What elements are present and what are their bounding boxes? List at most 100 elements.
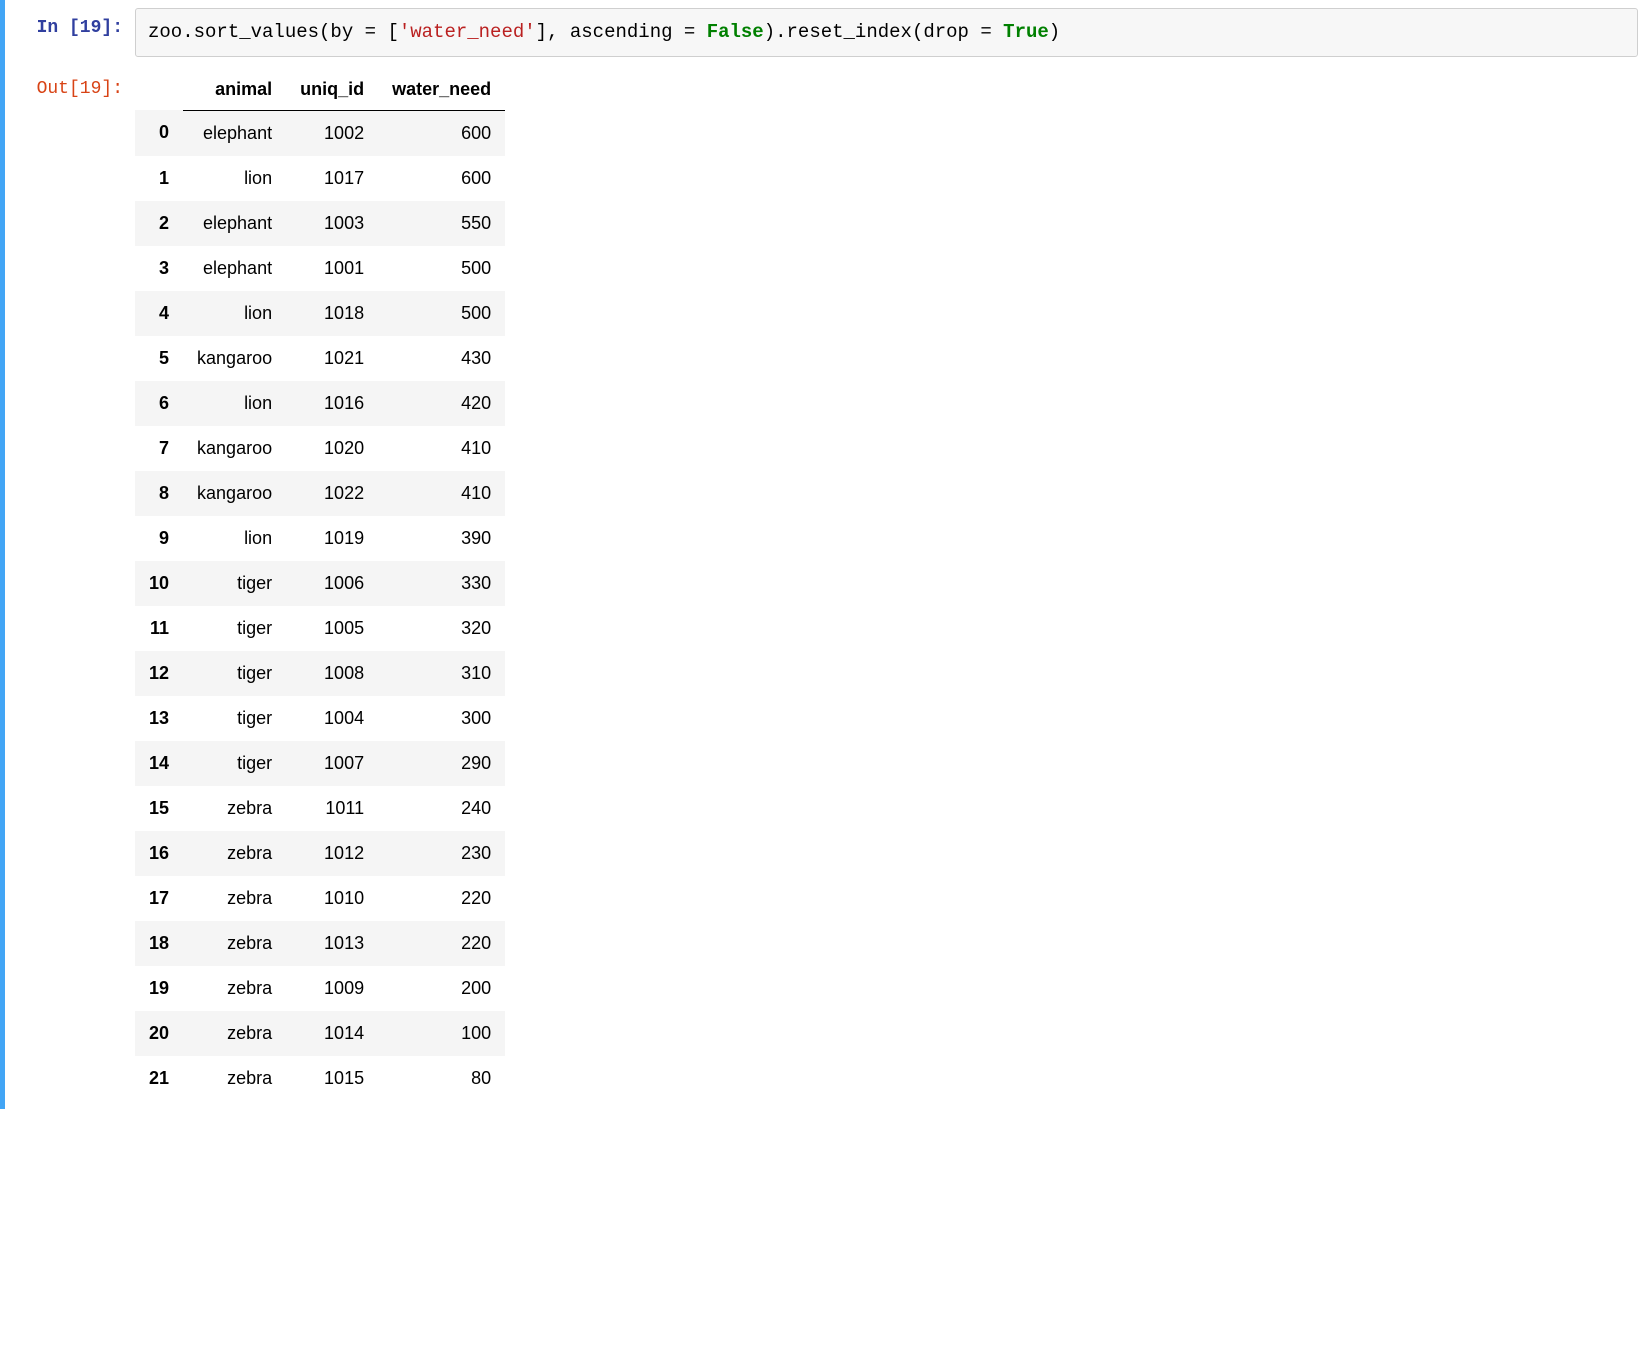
cell-uniq_id: 1008 (286, 651, 378, 696)
row-index: 6 (135, 381, 183, 426)
cell-water_need: 290 (378, 741, 505, 786)
table-row: 14tiger1007290 (135, 741, 505, 786)
cell-uniq_id: 1018 (286, 291, 378, 336)
cell-uniq_id: 1004 (286, 696, 378, 741)
row-index: 11 (135, 606, 183, 651)
row-index: 14 (135, 741, 183, 786)
code-string: 'water_need' (399, 21, 536, 43)
row-index: 8 (135, 471, 183, 516)
dataframe-body: 0elephant10026001lion10176002elephant100… (135, 110, 505, 1101)
cell-water_need: 600 (378, 110, 505, 156)
cell-uniq_id: 1016 (286, 381, 378, 426)
table-row: 18zebra1013220 (135, 921, 505, 966)
table-row: 12tiger1008310 (135, 651, 505, 696)
cell-animal: zebra (183, 1011, 286, 1056)
cell-animal: tiger (183, 606, 286, 651)
cell-animal: lion (183, 516, 286, 561)
row-index: 5 (135, 336, 183, 381)
code-token: ], ascending = (536, 21, 707, 43)
cell-animal: lion (183, 291, 286, 336)
cell-animal: lion (183, 156, 286, 201)
cell-water_need: 410 (378, 471, 505, 516)
cell-animal: zebra (183, 831, 286, 876)
cell-animal: elephant (183, 201, 286, 246)
row-index: 16 (135, 831, 183, 876)
row-index: 0 (135, 110, 183, 156)
row-index: 1 (135, 156, 183, 201)
in-prompt-label: In [19]: (37, 18, 123, 38)
dataframe-index-header (135, 69, 183, 111)
table-row: 20zebra1014100 (135, 1011, 505, 1056)
table-row: 7kangaroo1020410 (135, 426, 505, 471)
row-index: 9 (135, 516, 183, 561)
cell-water_need: 80 (378, 1056, 505, 1101)
cell-animal: kangaroo (183, 426, 286, 471)
row-index: 18 (135, 921, 183, 966)
table-row: 11tiger1005320 (135, 606, 505, 651)
table-row: 6lion1016420 (135, 381, 505, 426)
row-index: 4 (135, 291, 183, 336)
row-index: 15 (135, 786, 183, 831)
cell-water_need: 410 (378, 426, 505, 471)
cell-uniq_id: 1017 (286, 156, 378, 201)
cell-water_need: 310 (378, 651, 505, 696)
out-prompt: Out[19]: (5, 69, 135, 1101)
cell-uniq_id: 1014 (286, 1011, 378, 1056)
dataframe-table: animal uniq_id water_need 0elephant10026… (135, 69, 505, 1101)
cell-animal: zebra (183, 876, 286, 921)
table-row: 10tiger1006330 (135, 561, 505, 606)
cell-animal: elephant (183, 110, 286, 156)
cell-animal: lion (183, 381, 286, 426)
cell-uniq_id: 1010 (286, 876, 378, 921)
code-token: zoo.sort_values(by = [ (148, 21, 399, 43)
code-keyword: False (707, 21, 764, 43)
cell-uniq_id: 1001 (286, 246, 378, 291)
output-row: Out[19]: animal uniq_id water_need 0elep… (5, 69, 1638, 1101)
cell-uniq_id: 1022 (286, 471, 378, 516)
row-index: 3 (135, 246, 183, 291)
row-index: 10 (135, 561, 183, 606)
cell-water_need: 500 (378, 291, 505, 336)
table-row: 19zebra1009200 (135, 966, 505, 1011)
cell-uniq_id: 1012 (286, 831, 378, 876)
cell-animal: tiger (183, 741, 286, 786)
cell-water_need: 430 (378, 336, 505, 381)
cell-animal: tiger (183, 651, 286, 696)
row-index: 17 (135, 876, 183, 921)
row-index: 13 (135, 696, 183, 741)
cell-animal: kangaroo (183, 336, 286, 381)
table-row: 3elephant1001500 (135, 246, 505, 291)
code-input[interactable]: zoo.sort_values(by = ['water_need'], asc… (135, 8, 1638, 57)
table-row: 21zebra101580 (135, 1056, 505, 1101)
cell-water_need: 100 (378, 1011, 505, 1056)
dataframe-col-header: uniq_id (286, 69, 378, 111)
cell-uniq_id: 1005 (286, 606, 378, 651)
row-index: 2 (135, 201, 183, 246)
dataframe-col-header: animal (183, 69, 286, 111)
cell-uniq_id: 1006 (286, 561, 378, 606)
cell-uniq_id: 1003 (286, 201, 378, 246)
cell-water_need: 220 (378, 876, 505, 921)
cell-animal: zebra (183, 1056, 286, 1101)
cell-content: zoo.sort_values(by = ['water_need'], asc… (135, 8, 1650, 1101)
table-row: 13tiger1004300 (135, 696, 505, 741)
cell-uniq_id: 1002 (286, 110, 378, 156)
row-index: 19 (135, 966, 183, 1011)
dataframe-header-row: animal uniq_id water_need (135, 69, 505, 111)
code-keyword: True (1003, 21, 1049, 43)
table-row: 4lion1018500 (135, 291, 505, 336)
table-row: 2elephant1003550 (135, 201, 505, 246)
cell-water_need: 300 (378, 696, 505, 741)
cell-uniq_id: 1007 (286, 741, 378, 786)
notebook-cell: In [19]: zoo.sort_values(by = ['water_ne… (0, 0, 1650, 1109)
cell-uniq_id: 1013 (286, 921, 378, 966)
table-row: 16zebra1012230 (135, 831, 505, 876)
cell-animal: zebra (183, 921, 286, 966)
cell-animal: kangaroo (183, 471, 286, 516)
cell-animal: zebra (183, 966, 286, 1011)
cell-water_need: 390 (378, 516, 505, 561)
code-token: ) (1049, 21, 1060, 43)
cell-water_need: 240 (378, 786, 505, 831)
table-row: 5kangaroo1021430 (135, 336, 505, 381)
cell-water_need: 330 (378, 561, 505, 606)
